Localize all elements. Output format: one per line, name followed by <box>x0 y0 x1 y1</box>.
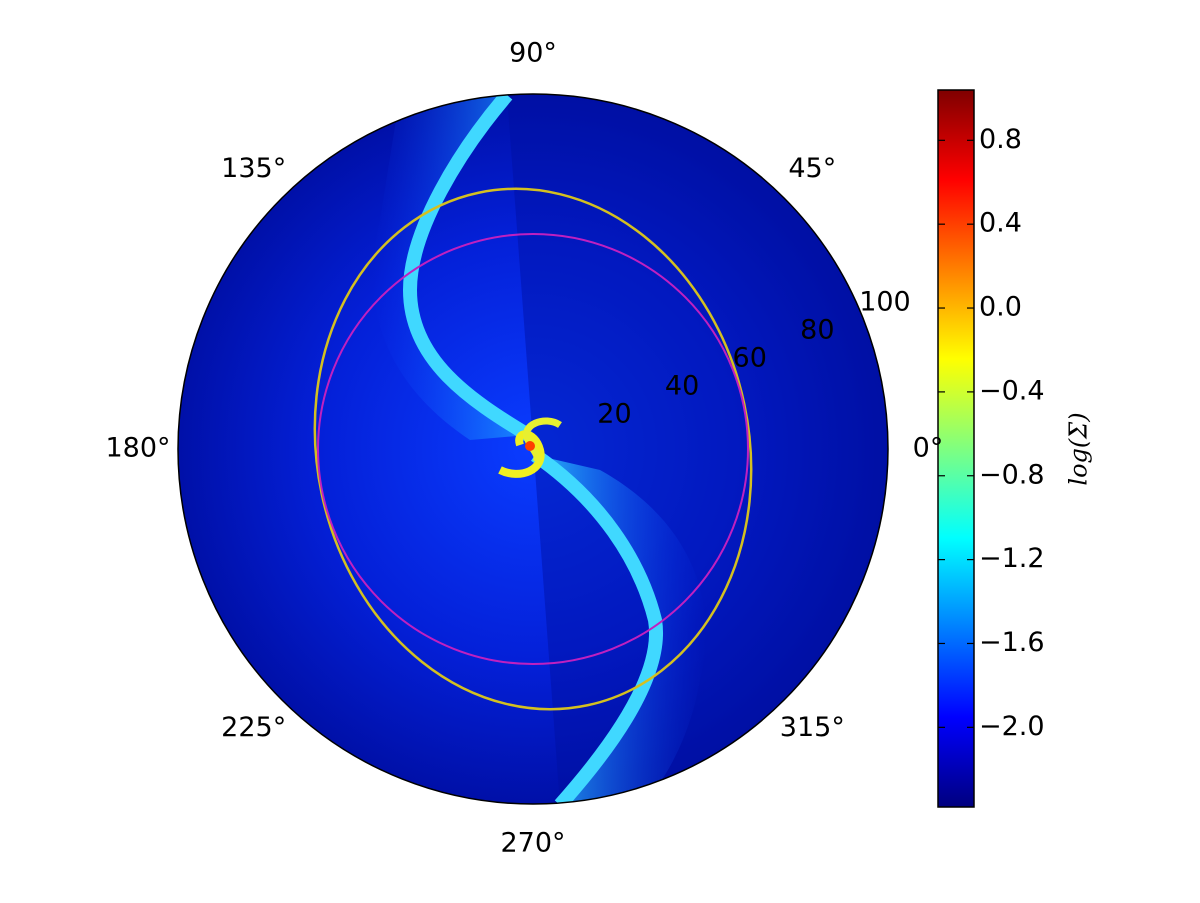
colorbar-tick-label: −1.2 <box>979 543 1045 574</box>
orbit-magenta <box>317 233 749 665</box>
r-tick-label: 60 <box>733 343 767 374</box>
spiral-core <box>523 417 562 464</box>
colorbar-tick-label: −0.4 <box>979 375 1045 406</box>
spiral-core <box>498 430 545 478</box>
colorbar-tick-label: −2.0 <box>979 711 1045 742</box>
shadow-region <box>507 95 888 804</box>
theta-tick-label: 315° <box>780 712 845 743</box>
r-tick-label: 100 <box>859 287 911 318</box>
colorbar-tick-label: −1.6 <box>979 627 1045 658</box>
polar-frame <box>177 93 889 805</box>
colorbar-tick-label: 0.8 <box>979 124 1022 155</box>
theta-tick-label: 135° <box>221 153 286 184</box>
colorbar-tick-label: 0.4 <box>979 208 1022 239</box>
theta-tick-label: 90° <box>509 38 557 69</box>
theta-tick-label: 270° <box>500 828 565 859</box>
arm-wake <box>535 455 706 804</box>
colorbar <box>937 89 975 808</box>
arm-wake <box>372 95 528 440</box>
theta-tick-label: 225° <box>221 712 286 743</box>
spiral-arm <box>531 449 664 804</box>
colorbar-tick-label: 0.0 <box>979 292 1022 323</box>
theta-tick-label: 45° <box>788 153 836 184</box>
density-map <box>178 94 888 804</box>
spiral-arm <box>402 94 532 441</box>
spiral-center <box>525 441 535 451</box>
colorbar-tick-label: −0.8 <box>979 459 1045 490</box>
colorbar-label: log(Σ) <box>1065 412 1093 485</box>
r-tick-label: 20 <box>597 399 631 430</box>
r-tick-label: 40 <box>665 371 699 402</box>
theta-tick-label: 180° <box>105 433 170 464</box>
r-tick-label: 80 <box>800 315 834 346</box>
theta-tick-label: 0° <box>913 433 944 464</box>
